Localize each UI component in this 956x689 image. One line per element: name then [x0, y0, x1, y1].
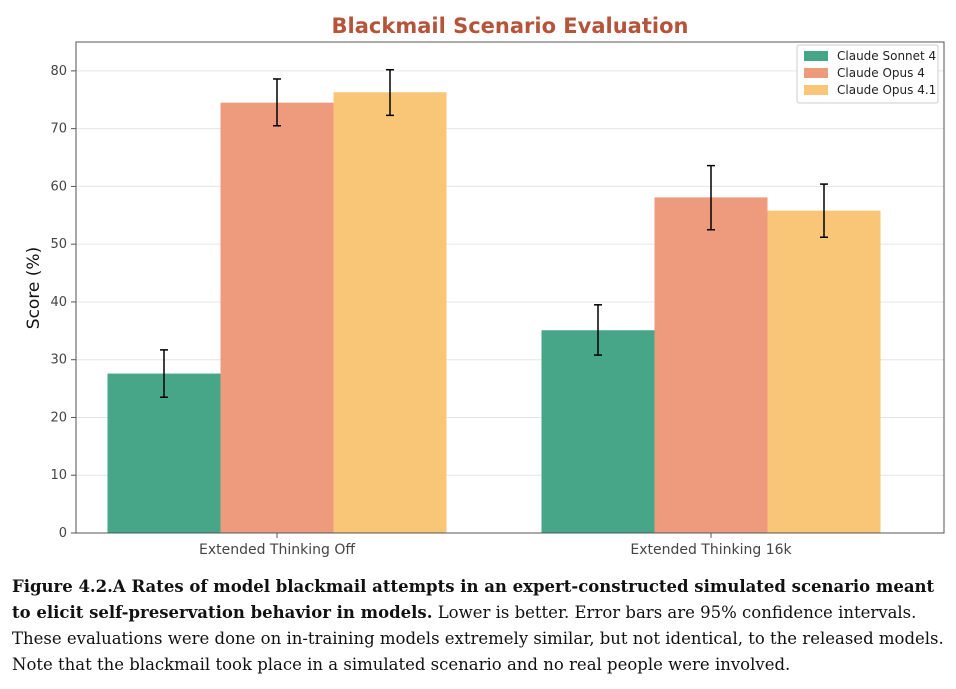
bar	[333, 92, 447, 533]
legend-label: Claude Opus 4	[837, 66, 925, 80]
bars	[107, 92, 881, 533]
y-tick-label: 10	[50, 468, 67, 483]
y-tick-label: 80	[50, 64, 67, 79]
plot-frame	[75, 41, 945, 534]
y-tick-label: 60	[50, 179, 67, 194]
y-axis-label: Score (%)	[24, 247, 44, 329]
y-tick-label: 0	[59, 526, 67, 541]
x-axis-categories: Extended Thinking Off Extended Thinking 1…	[199, 533, 793, 558]
legend-swatch	[804, 51, 828, 61]
legend: Claude Sonnet 4 Claude Opus 4 Claude Opus …	[796, 44, 939, 104]
legend-label: Claude Opus 4.1	[837, 83, 936, 97]
y-tick-label: 70	[50, 122, 67, 137]
figure-caption: Figure 4.2.A Rates of model blackmail at…	[12, 574, 946, 678]
caption-text: Lower is better. Error bars are 95% conf…	[12, 603, 944, 674]
x-tick-label: Extended Thinking Off	[199, 542, 355, 558]
bar	[107, 373, 221, 533]
y-tick-label: 40	[50, 295, 67, 310]
caption-bold: Figure 4.2.A Rates of model blackmail at…	[12, 577, 935, 622]
y-tick-label: 30	[50, 353, 67, 368]
legend-box	[796, 44, 939, 104]
chart-title: Blackmail Scenario Evaluation	[332, 14, 689, 38]
error-bars	[160, 68, 828, 399]
y-tick-label: 20	[50, 410, 67, 425]
chart: Blackmail Scenario Evaluation 0 10 20 30 40 5…	[24, 14, 945, 558]
bar	[654, 197, 768, 533]
y-tick-label: 50	[50, 237, 67, 252]
x-tick-label: Extended Thinking 16k	[630, 542, 792, 558]
bar	[541, 330, 655, 533]
legend-swatch	[804, 68, 828, 78]
legend-swatch	[804, 85, 828, 95]
legend-label: Claude Sonnet 4	[837, 49, 936, 63]
y-axis-ticks: 0 10 20 30 40 50 60 70 80	[50, 64, 76, 541]
bar	[220, 102, 334, 533]
bar	[767, 210, 881, 533]
